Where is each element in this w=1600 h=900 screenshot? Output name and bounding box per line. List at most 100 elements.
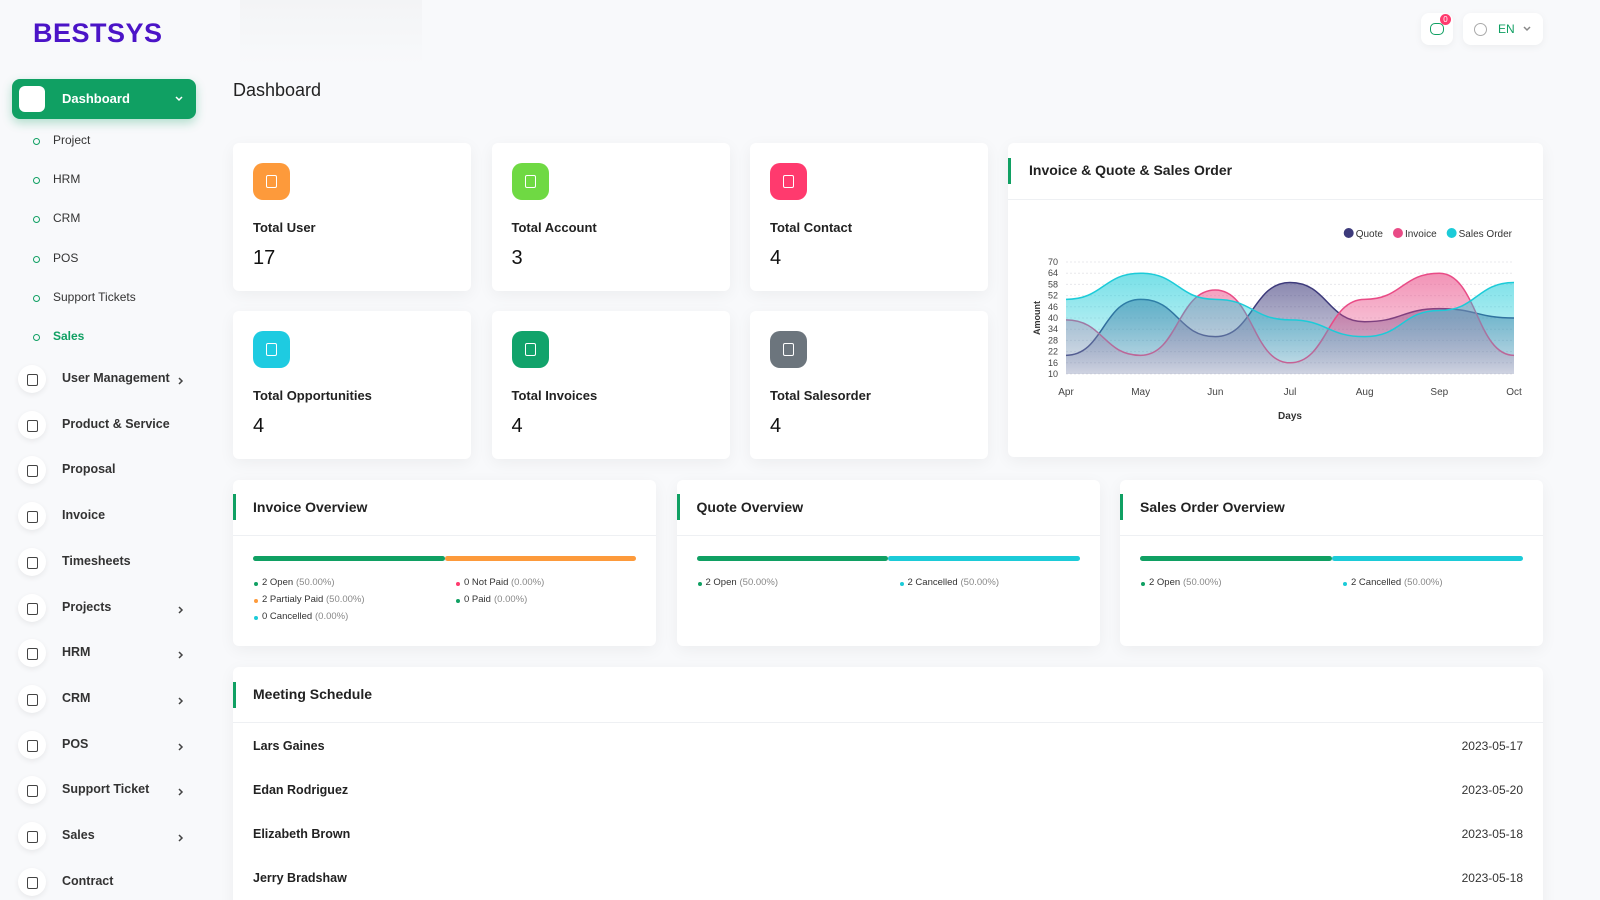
overview-title: Sales Order Overview	[1140, 499, 1285, 515]
globe-icon	[1474, 23, 1487, 36]
submenu-dot	[33, 216, 40, 224]
y-tick-label: 52	[1048, 291, 1058, 301]
sidebar-icon-glyph	[27, 419, 38, 432]
sidebar-icon	[18, 456, 46, 485]
card-accent	[233, 494, 236, 520]
sidebar-item[interactable]: POS	[62, 736, 89, 751]
stat-icon	[253, 331, 290, 368]
sidebar-item[interactable]: Contract	[62, 873, 114, 888]
submenu-item[interactable]: Support Tickets	[53, 289, 136, 304]
stat-icon	[770, 331, 807, 368]
submenu-dot	[33, 255, 40, 263]
sidebar-item[interactable]: User Management	[62, 371, 170, 385]
page-title: Dashboard	[233, 80, 322, 100]
x-tick-label: Jun	[1207, 387, 1223, 398]
notification-badge: 0	[1440, 14, 1451, 25]
x-tick-label: Apr	[1058, 387, 1074, 398]
submenu-item[interactable]: Sales	[53, 329, 85, 343]
sidebar-icon	[18, 867, 46, 896]
progress-segment	[1140, 556, 1332, 561]
sidebar-icon-glyph	[27, 693, 38, 706]
series-line	[1065, 272, 1515, 338]
stat-icon-glyph	[266, 175, 277, 188]
stat-icon	[511, 163, 549, 200]
sidebar-item[interactable]: HRM	[62, 645, 91, 660]
stat-label: Total Salesorder	[770, 388, 871, 403]
sidebar-icon	[18, 822, 46, 850]
overview-card: Quote Overview 2 Open (50.00%) 2 Cancelled(…	[676, 480, 1100, 646]
overview-card: Invoice Overview 2 Open (50.00%) 0 Not Paid…	[233, 480, 656, 646]
sidebar-icon-glyph	[27, 648, 38, 661]
stat-value: 4	[770, 415, 782, 437]
sidebar-item[interactable]: CRM	[62, 690, 91, 705]
submenu-dot	[33, 138, 40, 145]
y-tick-label: 70	[1048, 257, 1058, 267]
meeting-name: Jerry Bradshaw	[253, 871, 347, 885]
overview-percent: (50.00%)	[739, 577, 779, 588]
sidebar-icon-glyph	[27, 739, 38, 752]
progress-segment	[696, 556, 888, 561]
sidebar-item[interactable]: Invoice	[62, 508, 106, 523]
legend-dot	[456, 599, 460, 603]
legend-dot	[456, 582, 460, 586]
submenu-dot	[33, 294, 40, 302]
chevron-path	[178, 651, 184, 659]
stat-icon-glyph	[783, 343, 794, 356]
overview-percent: (0.00%)	[494, 594, 528, 605]
overview-item: 2 Open	[705, 577, 737, 588]
progress-segment	[253, 556, 445, 561]
sidebar-chevron	[178, 651, 184, 659]
sidebar-item[interactable]: Proposal	[62, 462, 116, 477]
stat-icon	[770, 163, 807, 200]
card-accent	[676, 494, 680, 520]
submenu-item[interactable]: CRM	[53, 211, 81, 226]
y-tick-label: 64	[1048, 268, 1058, 278]
brand-logo[interactable]: BESTSYS	[33, 18, 163, 48]
card-divider	[676, 535, 1100, 536]
y-tick-label: 58	[1048, 279, 1058, 289]
y-tick-label: 34	[1048, 324, 1058, 334]
x-tick-label: Sep	[1430, 387, 1448, 398]
stat-value: 4	[770, 247, 782, 269]
overview-item: 2 Partialy Paid	[262, 594, 324, 605]
legend-label: Invoice	[1405, 229, 1437, 240]
meeting-name: Edan Rodriguez	[253, 783, 349, 797]
stat-card: Total User 17	[233, 143, 471, 291]
chat-icon	[1430, 23, 1444, 35]
sidebar-item[interactable]: Projects	[62, 599, 112, 614]
notification-button[interactable]: 0	[1421, 13, 1453, 45]
sidebar-icon	[18, 684, 46, 713]
overview-item: 0 Not Paid	[464, 577, 509, 588]
overview-title: Quote Overview	[696, 499, 804, 515]
stat-label: Total User	[253, 220, 316, 235]
chart-title: Invoice & Quote & Sales Order	[1029, 162, 1233, 178]
submenu-item[interactable]: POS	[53, 250, 79, 265]
sidebar-chevron	[178, 605, 184, 614]
overview-percent: (50.00%)	[296, 577, 335, 588]
meeting-date: 2023-05-20	[1461, 783, 1523, 797]
legend-dot	[899, 582, 904, 586]
sidebar-active-item[interactable]: Dashboard	[12, 79, 196, 119]
sidebar-item[interactable]: Sales	[62, 828, 95, 842]
sidebar-chevron	[178, 743, 184, 751]
stat-icon	[253, 163, 290, 200]
sidebar-item[interactable]: Timesheets	[62, 553, 131, 568]
x-tick-label: Oct	[1506, 387, 1522, 398]
stat-card: Total Opportunities 4	[233, 311, 471, 459]
legend-dot	[697, 582, 702, 586]
chevron-path	[178, 605, 184, 614]
y-tick-label: 10	[1048, 369, 1058, 379]
sidebar-icon	[18, 730, 46, 759]
sidebar-item[interactable]: Support Ticket	[62, 782, 150, 797]
stat-value: 3	[511, 247, 523, 269]
chevron-path	[1523, 26, 1531, 32]
overview-item: 2 Cancelled	[1351, 577, 1402, 588]
meeting-date: 2023-05-17	[1461, 739, 1523, 753]
sidebar-item[interactable]: Product & Service	[62, 416, 170, 431]
language-button[interactable]: EN	[1463, 13, 1543, 45]
submenu-item[interactable]: Project	[53, 133, 91, 147]
chevron-path	[178, 743, 184, 751]
submenu-item[interactable]: HRM	[53, 172, 81, 187]
stat-label: Total Account	[511, 220, 597, 235]
